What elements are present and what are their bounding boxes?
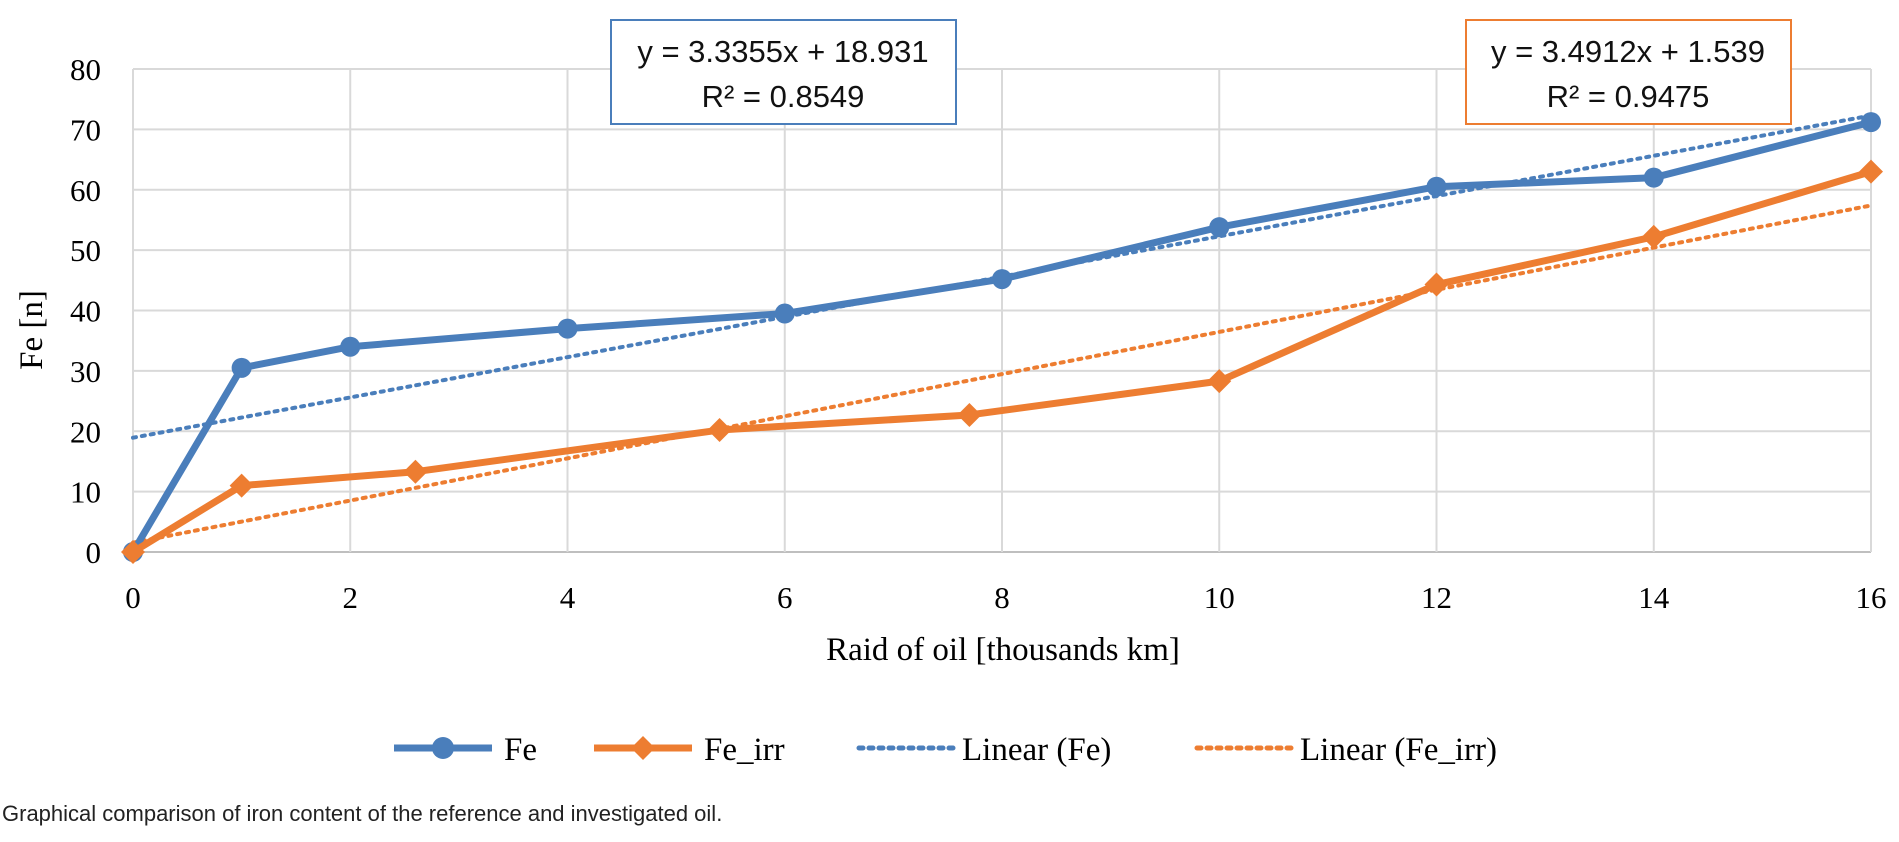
legend-item-linear-fe-irr: Linear (Fe_irr) (1194, 732, 1497, 768)
x-tick-label: 2 (343, 580, 359, 615)
legend-item-fe: Fe (394, 732, 537, 768)
data-point-fe (231, 357, 252, 378)
data-point-fe-irr (957, 402, 982, 427)
data-point-fe (557, 318, 578, 339)
data-point-fe (1861, 112, 1881, 133)
legend-item-linear-fe: Linear (Fe) (856, 732, 1111, 768)
legend-label-linear-fe: Linear (Fe) (962, 732, 1111, 768)
data-point-fe (774, 303, 795, 324)
r2-fe-irr: R² = 0.9475 (1547, 79, 1710, 114)
data-point-fe-irr (707, 418, 732, 443)
legend-item-fe-irr: Fe_irr (594, 732, 785, 768)
data-point-fe (1643, 167, 1664, 188)
data-point-fe-irr (403, 459, 428, 484)
y-tick-label: 70 (70, 112, 101, 147)
x-tick-label: 6 (777, 580, 793, 615)
series-line-fe (129, 118, 1875, 556)
x-tick-label: 14 (1638, 580, 1670, 615)
data-point-fe-irr (1424, 272, 1449, 297)
y-tick-label: 60 (70, 173, 101, 208)
grid (132, 68, 1872, 553)
equation-box-fe: y = 3.3355x + 18.931 R² = 0.8549 (610, 19, 957, 125)
series (121, 112, 1883, 564)
equation-fe: y = 3.3355x + 18.931 (637, 34, 928, 69)
data-point-fe-irr (121, 540, 145, 564)
x-axis-title: Raid of oil [thousands km] (826, 632, 1180, 668)
data-point-fe-irr (1641, 224, 1666, 249)
legend-label-fe: Fe (504, 732, 537, 768)
r2-fe: R² = 0.8549 (702, 79, 865, 114)
tick-labels: 0 10 20 30 40 50 60 70 80 0 2 4 6 8 10 12 14 16 (70, 52, 1887, 615)
y-tick-label: 80 (70, 52, 101, 87)
figure-caption: Graphical comparison of iron content of … (2, 801, 723, 826)
data-point-fe-irr (1207, 369, 1232, 394)
chart: 0 10 20 30 40 50 60 70 80 0 2 4 6 8 10 12 14 16 Raid of o… (14, 19, 1887, 768)
legend-label-fe-irr: Fe_irr (704, 732, 785, 768)
x-tick-label: 10 (1204, 580, 1235, 615)
data-point-fe-irr (1859, 159, 1883, 184)
data-point-fe (1426, 176, 1447, 197)
x-tick-label: 8 (994, 580, 1010, 615)
y-tick-label: 20 (70, 414, 101, 449)
y-tick-label: 30 (70, 354, 101, 389)
y-tick-label: 0 (86, 535, 102, 570)
data-point-fe (340, 336, 361, 357)
equation-fe-irr: y = 3.4912x + 1.539 (1491, 34, 1765, 69)
x-tick-label: 4 (560, 580, 576, 615)
legend-label-linear-fe-irr: Linear (Fe_irr) (1300, 732, 1497, 768)
data-point-fe-irr (229, 473, 254, 498)
x-tick-label: 12 (1421, 580, 1452, 615)
x-tick-label: 0 (125, 580, 141, 615)
y-tick-label: 50 (70, 233, 101, 268)
y-tick-label: 10 (70, 475, 101, 510)
data-point-fe (1209, 217, 1230, 238)
x-tick-label: 16 (1856, 580, 1887, 615)
legend: Fe Fe_irr Linear (Fe) Linear (Fe_irr) (394, 732, 1497, 768)
equation-box-fe-irr: y = 3.4912x + 1.539 R² = 0.9475 (1465, 19, 1792, 125)
data-point-fe (992, 269, 1012, 290)
y-axis-title: Fe [n] (14, 290, 50, 370)
trendline-fe-irr (131, 203, 1873, 545)
y-tick-label: 40 (70, 294, 101, 329)
